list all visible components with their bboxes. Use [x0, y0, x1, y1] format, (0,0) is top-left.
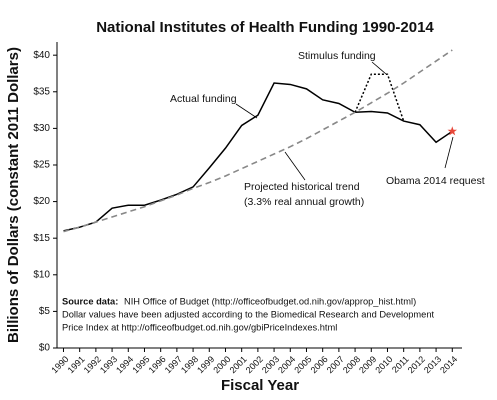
y-tick-label: $35 — [33, 86, 50, 97]
x-tick-label: 1994 — [114, 354, 135, 375]
x-tick-label: 2002 — [244, 354, 265, 375]
x-tick-label: 2003 — [260, 354, 281, 375]
source-label: Source data: — [62, 296, 118, 306]
x-tick-label: 2010 — [373, 354, 394, 375]
x-tick-label: 2008 — [341, 354, 362, 375]
x-tick-label: 1990 — [49, 354, 70, 375]
y-tick-label: $25 — [33, 160, 50, 171]
leader-line — [444, 136, 454, 169]
x-tick-label: 2011 — [390, 354, 411, 375]
leader-lines — [235, 61, 454, 181]
y-tick-label: $40 — [33, 50, 50, 61]
series-label: Stimulus funding — [298, 50, 376, 62]
x-tick-label: 2006 — [309, 354, 330, 375]
x-tick-label: 2009 — [357, 354, 378, 375]
y-tick-label: $20 — [33, 196, 50, 207]
x-axis-label: Fiscal Year — [221, 377, 299, 394]
x-tick-label: 2014 — [438, 354, 459, 375]
x-tick-label: 2000 — [211, 354, 232, 375]
x-tick-label: 2012 — [406, 354, 427, 375]
x-tick-label: 1992 — [82, 354, 103, 375]
y-tick-label: $15 — [33, 233, 50, 244]
source-line: Price Index at http://officeofbudget.od.… — [62, 322, 337, 332]
series-line — [63, 49, 453, 233]
source-line: NIH Office of Budget (http://officeofbud… — [124, 296, 416, 306]
leader-line — [284, 151, 306, 181]
x-tick-label: 1993 — [98, 354, 119, 375]
series-line — [63, 82, 453, 232]
x-tick-label: 2013 — [422, 354, 443, 375]
y-tick-label: $10 — [33, 269, 50, 280]
source-line: Dollar values have been adjusted accordi… — [62, 309, 435, 319]
x-tick-label: 1999 — [195, 354, 216, 375]
leader-line — [371, 61, 387, 75]
x-tick-label: 1991 — [66, 354, 87, 375]
highlight-label: Obama 2014 request — [386, 175, 485, 187]
y-tick-label: $30 — [33, 123, 50, 134]
x-tick-label: 1996 — [147, 354, 168, 375]
highlight-marker — [447, 126, 458, 136]
series-label: Actual funding — [170, 93, 237, 105]
leader-line — [235, 103, 258, 119]
series-sublabel: (3.3% real annual growth) — [244, 196, 364, 208]
x-tick-label: 2004 — [276, 354, 297, 375]
y-tick-label: $0 — [39, 343, 51, 354]
x-tick-label: 2005 — [292, 354, 313, 375]
series-label: Projected historical trend — [244, 181, 360, 193]
x-tick-label: 1998 — [179, 354, 200, 375]
x-tick-label: 1997 — [163, 354, 184, 375]
series-line — [354, 73, 405, 122]
x-tick-label: 2007 — [325, 354, 346, 375]
x-tick-label: 2001 — [228, 354, 249, 375]
chart-title: National Institutes of Health Funding 19… — [96, 19, 434, 36]
y-tick-label: $5 — [39, 306, 51, 317]
x-tick-label: 1995 — [130, 354, 151, 375]
y-axis-label: Billions of Dollars (constant 2011 Dolla… — [5, 47, 22, 343]
